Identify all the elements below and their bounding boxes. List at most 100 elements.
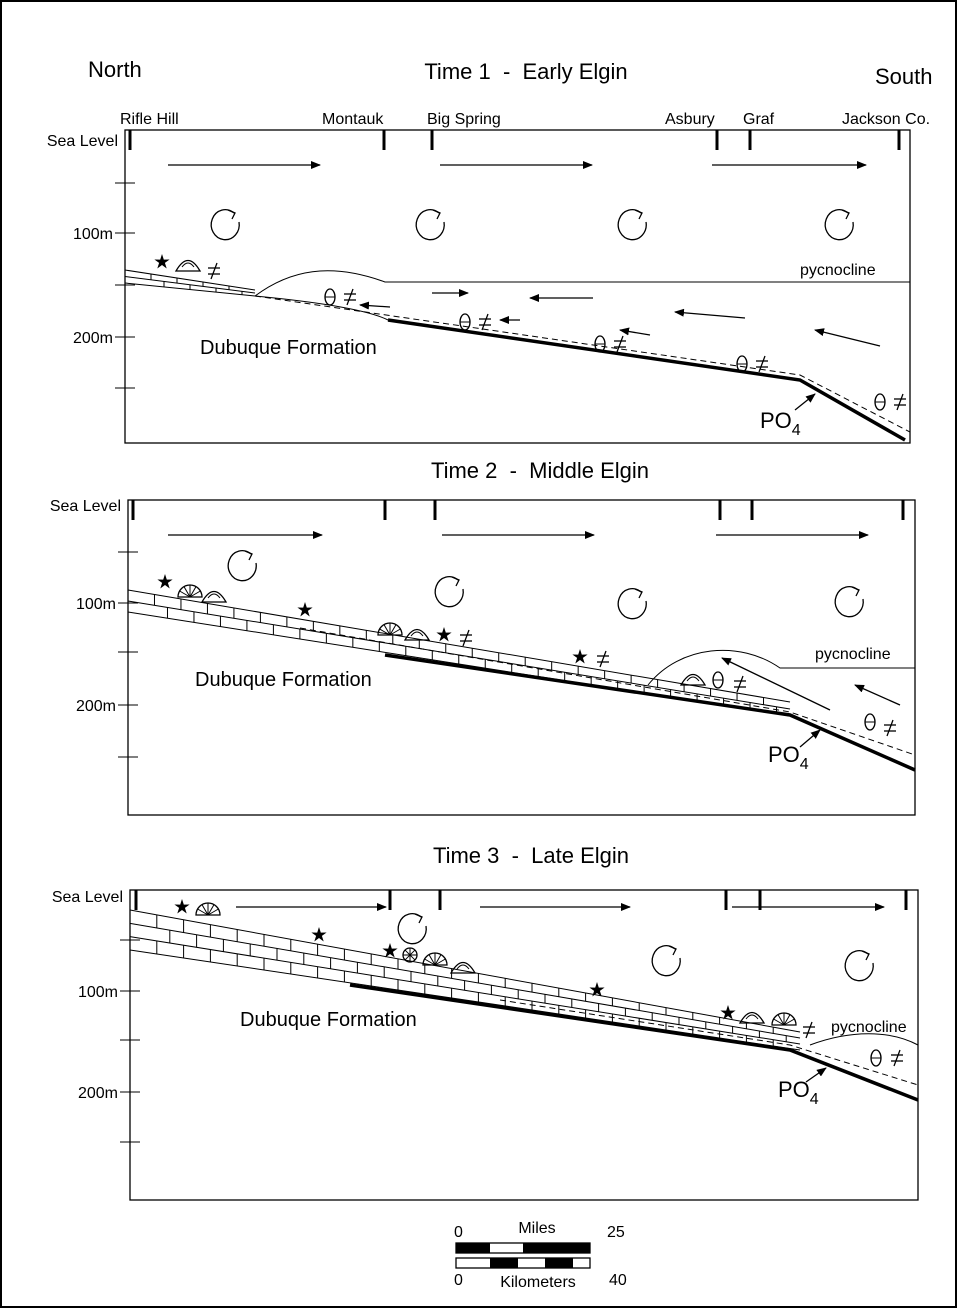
gyre — [434, 576, 464, 608]
formation-label: Dubuque Formation — [200, 337, 377, 359]
north-label: North — [88, 57, 142, 82]
line — [428, 954, 436, 966]
location-label: Montauk — [322, 111, 384, 128]
nutrient-label: PO4 — [778, 1077, 819, 1108]
panel-box — [127, 499, 916, 816]
line — [189, 586, 197, 598]
location-label: Asbury — [665, 111, 715, 128]
sea-level-label: Sea Level — [52, 889, 123, 906]
line — [805, 1021, 813, 1039]
nutrient-sub: 4 — [810, 1091, 819, 1108]
location-label: Jackson Co. — [842, 111, 930, 128]
gyre-head — [451, 576, 460, 587]
line — [599, 650, 607, 668]
coral-symbol — [297, 602, 313, 617]
nutrient-base: PO — [760, 408, 792, 433]
bryozoan-symbol — [422, 952, 448, 966]
coral-symbol — [382, 943, 398, 958]
pycnocline-label: pycnocline — [831, 1019, 907, 1036]
gyre — [834, 586, 864, 618]
brachiopod-symbol — [686, 676, 700, 682]
location-label: Graf — [743, 111, 775, 128]
scale-seg — [523, 1243, 557, 1253]
gyre-head — [668, 945, 677, 956]
gyre — [227, 550, 257, 582]
current-arrow — [674, 308, 746, 319]
line — [129, 909, 801, 1033]
scale-seg — [557, 1243, 590, 1253]
panel-box — [129, 889, 919, 1201]
coral-symbol — [154, 254, 170, 269]
location-label: Big Spring — [427, 111, 501, 128]
bryozoan-symbol — [377, 622, 403, 636]
line — [773, 1018, 785, 1026]
line — [777, 1014, 785, 1026]
gyre-head — [244, 550, 253, 561]
seafloor — [349, 983, 919, 1102]
scale-label: Miles — [518, 1220, 555, 1237]
scale-bar — [455, 1257, 591, 1269]
line — [197, 908, 209, 916]
gyre — [844, 950, 874, 982]
line — [346, 288, 354, 306]
brachiopod-symbol — [745, 1014, 759, 1020]
dashed — [499, 999, 919, 1086]
line — [127, 589, 791, 703]
current-arrow — [854, 684, 901, 706]
current-arrow — [721, 657, 831, 711]
line — [207, 908, 219, 916]
sediment — [254, 295, 389, 321]
scale-label: 0 — [454, 1224, 463, 1241]
brachiopod-symbol — [449, 961, 477, 974]
line — [379, 628, 391, 636]
line — [124, 269, 256, 291]
current-arrow — [799, 729, 821, 748]
depth-label: 100m — [78, 984, 118, 1001]
current-arrow — [814, 328, 881, 347]
gyre-head — [841, 209, 850, 220]
scale-label: 0 — [454, 1272, 463, 1289]
gyre — [397, 913, 427, 945]
sea-level-label: Sea Level — [50, 498, 121, 515]
formation-label: Dubuque Formation — [195, 669, 372, 691]
current-arrow — [805, 1067, 827, 1083]
line — [886, 719, 894, 737]
bryozoan-symbol — [177, 584, 203, 598]
dashed — [299, 627, 916, 756]
line — [896, 393, 904, 411]
seafloor — [384, 653, 916, 772]
line — [481, 313, 489, 331]
line — [616, 335, 624, 353]
pycnocline-line — [647, 649, 915, 686]
scale-seg — [545, 1258, 573, 1268]
bryozoan-symbol — [195, 902, 221, 916]
gyre-head — [851, 586, 860, 597]
gyre — [415, 209, 445, 241]
line — [404, 949, 416, 961]
coral-symbol — [436, 627, 452, 642]
brachiopod-symbol — [410, 631, 424, 637]
line — [736, 675, 744, 693]
line — [424, 958, 436, 966]
depth-label: 100m — [76, 596, 116, 613]
brachiopod-symbol — [456, 964, 470, 970]
nutrient-sub: 4 — [792, 422, 801, 439]
line — [183, 586, 191, 598]
line — [758, 355, 766, 373]
scale-seg — [490, 1258, 518, 1268]
panel-box — [124, 129, 911, 444]
coral-symbol — [174, 899, 190, 914]
brachiopod-symbol — [403, 628, 431, 641]
line — [462, 629, 470, 647]
nutrient-base: PO — [778, 1077, 810, 1102]
pycnocline-label: pycnocline — [800, 262, 876, 279]
line — [179, 590, 191, 598]
gyre-head — [414, 913, 423, 924]
brachiopod-symbol — [679, 673, 707, 686]
current-arrow — [794, 393, 816, 411]
line — [783, 1014, 791, 1026]
coral-symbol — [157, 574, 173, 589]
location-label: Rifle Hill — [120, 111, 179, 128]
